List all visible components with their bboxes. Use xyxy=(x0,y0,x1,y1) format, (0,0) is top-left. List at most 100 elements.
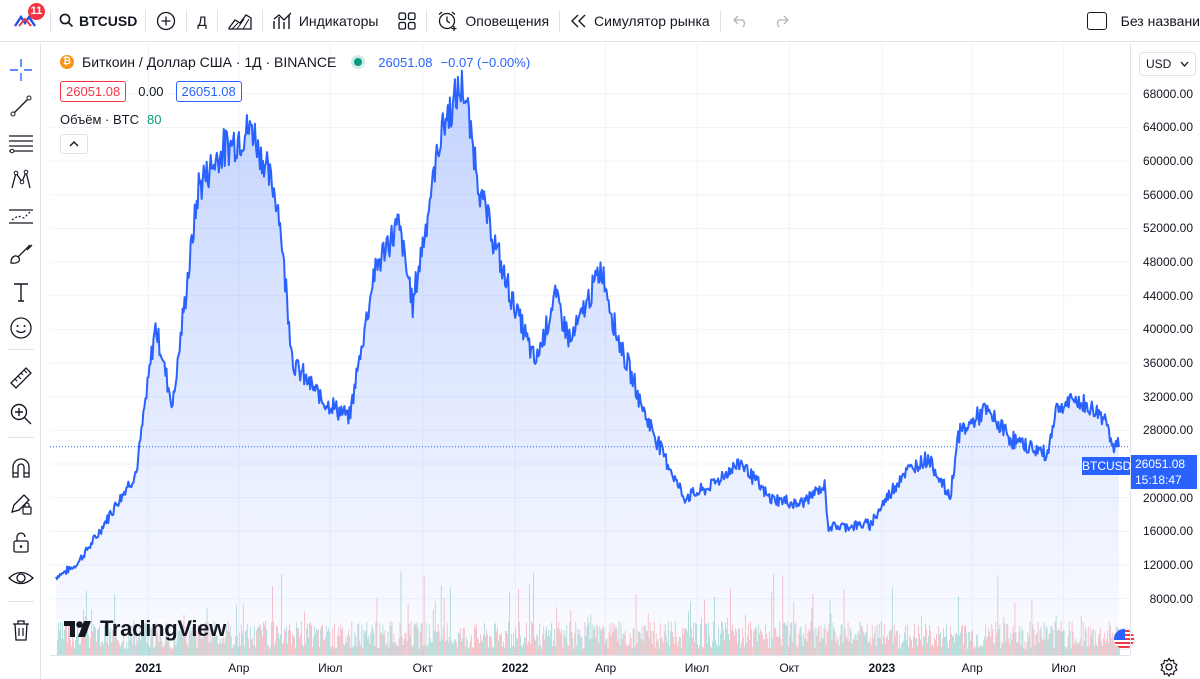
magnet-icon xyxy=(12,458,30,478)
search-icon xyxy=(59,13,74,28)
price-line xyxy=(55,69,1120,581)
compare-symbol-button[interactable] xyxy=(146,0,186,42)
crosshair-tool[interactable] xyxy=(6,55,36,85)
last-price-tag-value: 26051.08 xyxy=(1135,457,1186,471)
icons-tool[interactable] xyxy=(6,313,36,343)
currency-value: USD xyxy=(1146,57,1172,71)
symbol-legend: ₿ Биткоин / Доллар США · 1Д · BINANCE 26… xyxy=(60,54,530,70)
volume-label: Объём · BTC xyxy=(60,112,139,127)
horizontal-lines-icon xyxy=(9,135,33,154)
smiley-icon xyxy=(10,317,32,339)
interval-label: Д xyxy=(197,12,207,29)
replay-label: Симулятор рынка xyxy=(594,12,710,29)
currency-select[interactable]: USD xyxy=(1139,52,1196,76)
redo-button[interactable] xyxy=(761,0,801,42)
exchange-flag[interactable] xyxy=(1113,628,1135,650)
time-scale[interactable]: 2021 Апр Июл Окт 2022 Апр Июл Окт 2023 Апр Июл xyxy=(50,655,1130,679)
eye-icon xyxy=(8,571,34,585)
symbol-search-button[interactable]: BTCUSD xyxy=(51,0,145,42)
symbol-price-tag: BTCUSD xyxy=(1082,457,1132,475)
trend-line-tool[interactable] xyxy=(6,91,36,121)
divider xyxy=(8,437,34,438)
alerts-label: Оповещения xyxy=(465,12,550,29)
measure-tool[interactable] xyxy=(6,363,36,393)
chart-type-button[interactable] xyxy=(218,0,262,42)
tradingview-watermark[interactable]: TradingView xyxy=(64,616,226,642)
time-tick-label: Июл xyxy=(318,661,343,675)
forecast-tool[interactable] xyxy=(6,201,36,231)
time-tick-label: 2023 xyxy=(868,661,896,675)
lock-drawings-tool[interactable] xyxy=(6,527,36,557)
time-tick-label: Окт xyxy=(779,661,800,675)
price-chart[interactable] xyxy=(50,43,1130,655)
zoom-in-icon xyxy=(10,403,32,425)
templates-button[interactable] xyxy=(388,0,426,42)
time-tick-label: Июл xyxy=(1051,661,1076,675)
price-scale[interactable]: 8000.0012000.0016000.0020000.0024000.002… xyxy=(1130,43,1200,655)
time-tick-label: Апр xyxy=(961,661,983,675)
undo-icon xyxy=(732,15,745,27)
us-flag-icon xyxy=(1114,629,1134,649)
divider xyxy=(719,9,721,32)
zoom-tool[interactable] xyxy=(6,399,36,429)
alarm-clock-icon xyxy=(439,11,457,31)
price-tick-label: 68000.00 xyxy=(1142,86,1193,101)
layout-name: Без названи xyxy=(1120,12,1200,29)
interval-button[interactable]: Д xyxy=(187,0,216,42)
price-tick-label: 36000.00 xyxy=(1142,356,1193,371)
divider xyxy=(50,9,51,32)
chart-settings-button[interactable] xyxy=(1159,657,1179,679)
brush-tool[interactable] xyxy=(6,239,36,269)
symbol-title[interactable]: Биткоин / Доллар США · 1Д · BINANCE xyxy=(82,54,337,70)
time-tick-label: 2022 xyxy=(501,661,529,675)
undo-button[interactable] xyxy=(721,0,761,42)
volume-legend: Объём · BTC 80 xyxy=(60,112,161,127)
collapse-legend-button[interactable] xyxy=(60,134,88,154)
alerts-button[interactable]: Оповещения xyxy=(427,0,559,42)
price-tick-label: 60000.00 xyxy=(1142,154,1193,169)
bitcoin-icon: ₿ xyxy=(60,55,74,69)
bid-ask-row: 26051.08 0.00 26051.08 xyxy=(60,81,242,102)
rewind-icon xyxy=(571,14,586,27)
pattern-tool[interactable] xyxy=(6,165,36,195)
ruler-icon xyxy=(10,367,32,389)
fib-tool[interactable] xyxy=(6,129,36,159)
text-icon xyxy=(14,283,28,302)
user-menu-button[interactable]: 11 xyxy=(0,0,50,42)
pencil-lock-icon xyxy=(11,494,32,515)
hide-drawings-tool[interactable] xyxy=(6,563,36,593)
price-tick-label: 48000.00 xyxy=(1142,255,1193,270)
divider xyxy=(145,9,147,32)
layout-button[interactable]: Без названи xyxy=(1077,0,1200,42)
divider xyxy=(559,9,561,32)
tradingview-logo-icon xyxy=(64,621,91,637)
bar-countdown: 15:18:47 xyxy=(1135,473,1182,487)
magnet-tool[interactable] xyxy=(6,453,36,483)
gear-icon xyxy=(1160,657,1178,678)
watermark-text: TradingView xyxy=(100,616,226,641)
crosshair-icon xyxy=(10,59,32,81)
price-tick-label: 8000.00 xyxy=(1149,591,1193,606)
chart-area[interactable]: ₿ Биткоин / Доллар США · 1Д · BINANCE 26… xyxy=(50,43,1200,679)
divider xyxy=(216,9,218,32)
lock-icon xyxy=(13,532,29,553)
indicators-button[interactable]: Индикаторы xyxy=(263,0,389,42)
sell-price-box[interactable]: 26051.08 xyxy=(60,81,127,102)
trash-icon xyxy=(13,620,29,641)
stay-in-drawing-tool[interactable] xyxy=(6,489,36,519)
price-tick-label: 40000.00 xyxy=(1142,322,1193,337)
text-tool[interactable] xyxy=(6,277,36,307)
trend-line-icon xyxy=(10,95,32,117)
drawing-toolbar xyxy=(0,43,41,679)
replay-button[interactable]: Симулятор рынка xyxy=(560,0,720,42)
market-open-indicator xyxy=(354,58,363,66)
spread-value: 0.00 xyxy=(138,84,164,99)
brush-icon xyxy=(10,244,33,264)
volume-value: 80 xyxy=(146,112,162,127)
divider xyxy=(261,9,263,32)
buy-price-box[interactable]: 26051.08 xyxy=(175,81,242,102)
price-tick-label: 20000.00 xyxy=(1142,490,1193,505)
last-price: 26051.08 xyxy=(378,54,433,70)
remove-drawings-tool[interactable] xyxy=(6,615,36,645)
indicators-label: Индикаторы xyxy=(298,12,379,29)
